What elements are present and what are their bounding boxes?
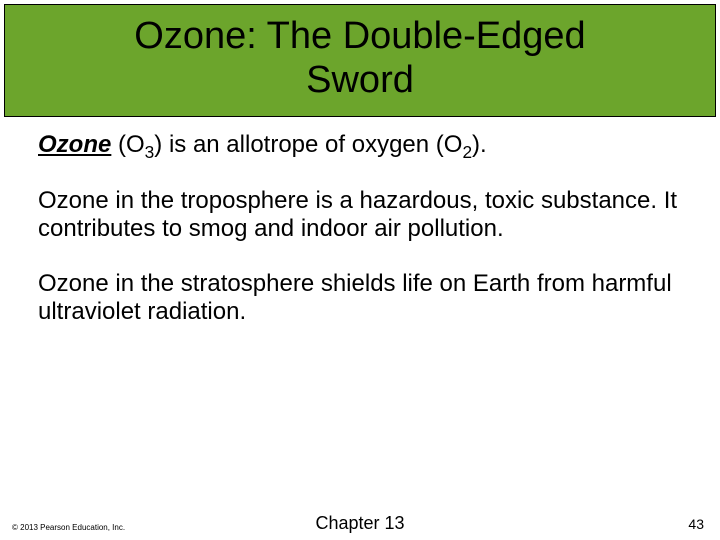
p1-seg3: ).: [472, 131, 487, 158]
title-line-1: Ozone: The Double-Edged: [134, 15, 585, 57]
paragraph-3: Ozone in the stratosphere shields life o…: [38, 270, 680, 325]
ozone-term: Ozone: [38, 131, 111, 158]
p1-sub2: 2: [462, 142, 472, 162]
chapter-label: Chapter 13: [0, 513, 720, 534]
p1-seg2: ) is an allotrope of oxygen (O: [154, 131, 462, 158]
paragraph-2: Ozone in the troposphere is a hazardous,…: [38, 187, 680, 242]
slide-body: Ozone (O3) is an allotrope of oxygen (O2…: [0, 117, 720, 325]
slide-footer: © 2013 Pearson Education, Inc. Chapter 1…: [0, 510, 720, 534]
p1-seg1: (O: [111, 131, 144, 158]
title-line-2: Sword: [306, 59, 414, 101]
slide-title: Ozone: The Double-Edged Sword: [25, 15, 695, 102]
paragraph-1: Ozone (O3) is an allotrope of oxygen (O2…: [38, 131, 680, 159]
p1-sub1: 3: [145, 142, 155, 162]
page-number: 43: [688, 516, 704, 532]
title-bar: Ozone: The Double-Edged Sword: [4, 4, 716, 117]
